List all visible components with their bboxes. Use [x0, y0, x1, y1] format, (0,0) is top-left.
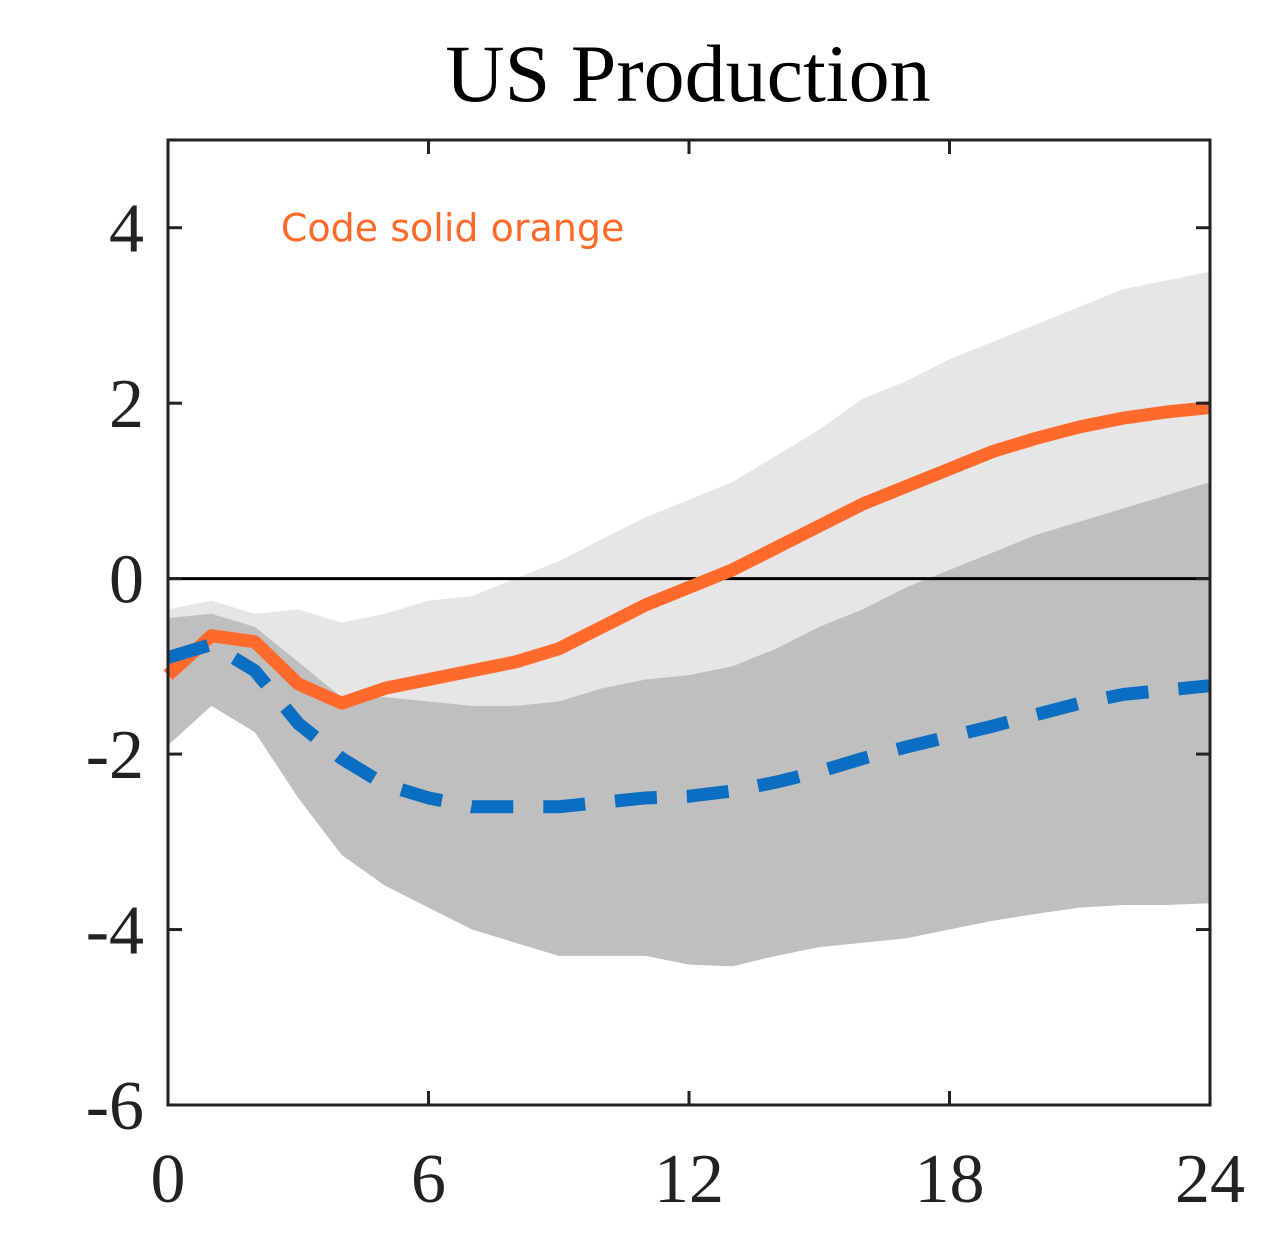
band-1: [168, 482, 1210, 967]
annotations: Code solid orange: [281, 206, 624, 250]
series-line-solid: [163, 401, 1211, 710]
y-tick-label: -6: [86, 1068, 144, 1145]
chart-title: US Production: [445, 28, 930, 119]
x-tick-label: 6: [411, 1141, 446, 1218]
y-tick-label: 4: [109, 191, 144, 268]
confidence-bands: [168, 271, 1210, 967]
y-tick-label: 2: [109, 366, 144, 443]
x-tick-label: 24: [1175, 1141, 1245, 1218]
x-tick-label: 12: [654, 1141, 724, 1218]
x-tick-label: 18: [915, 1141, 985, 1218]
y-tick-label: -4: [86, 893, 144, 970]
y-tick-label: 0: [109, 542, 144, 619]
annotation-label: Code solid orange: [281, 206, 624, 250]
series-lines: [163, 401, 1211, 814]
series-line-dashed: [166, 637, 1211, 814]
band-0: [168, 271, 1210, 785]
y-tick-label: -2: [86, 717, 144, 794]
x-tick-label: 0: [151, 1141, 186, 1218]
